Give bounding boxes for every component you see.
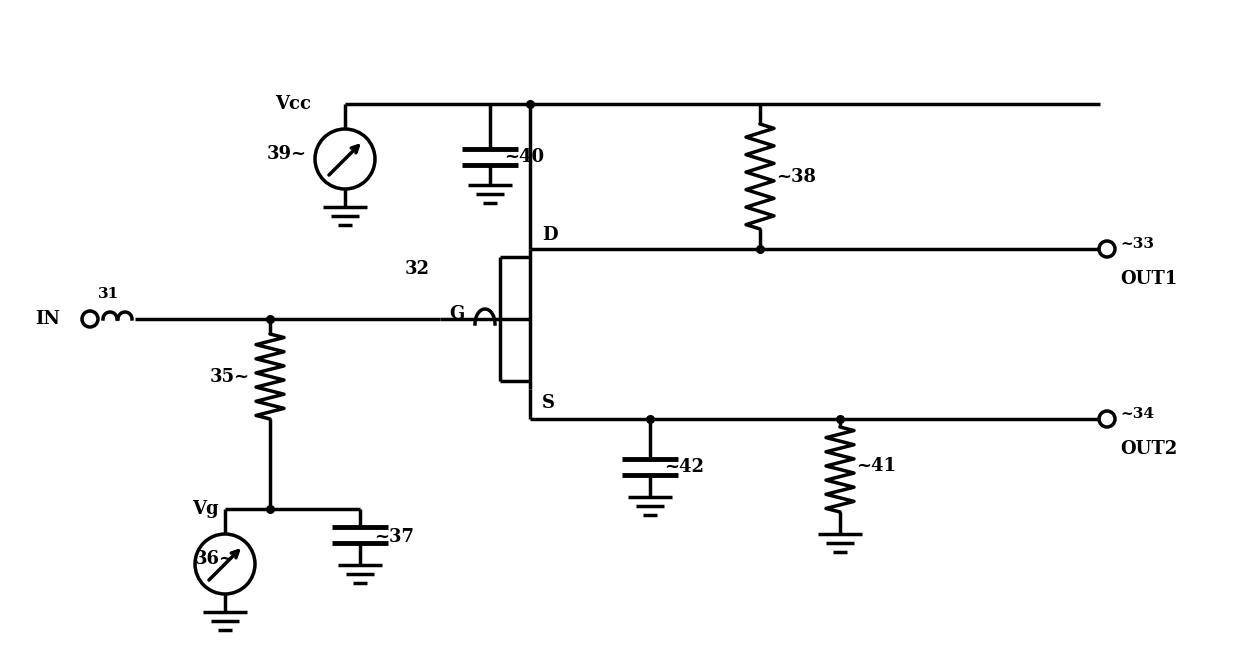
Text: ~37: ~37 — [374, 528, 414, 546]
Text: 36~: 36~ — [195, 550, 235, 568]
Text: ~33: ~33 — [1120, 237, 1154, 251]
Text: ~42: ~42 — [664, 458, 704, 476]
Text: S: S — [541, 394, 555, 412]
Text: G: G — [450, 305, 465, 323]
Text: OUT1: OUT1 — [1120, 270, 1177, 288]
Text: IN: IN — [35, 310, 59, 328]
Text: D: D — [541, 226, 558, 244]
Text: Vcc: Vcc — [275, 95, 311, 113]
Text: OUT2: OUT2 — [1120, 440, 1177, 458]
Text: 39~: 39~ — [266, 145, 307, 163]
Text: 31: 31 — [98, 287, 119, 301]
Text: 32: 32 — [405, 260, 430, 278]
Text: ~40: ~40 — [504, 148, 544, 166]
Text: 35~: 35~ — [209, 368, 250, 386]
Text: ~38: ~38 — [776, 168, 817, 186]
Text: ~41: ~41 — [856, 457, 896, 475]
Text: Vg: Vg — [192, 500, 218, 518]
Text: ~34: ~34 — [1120, 407, 1154, 421]
